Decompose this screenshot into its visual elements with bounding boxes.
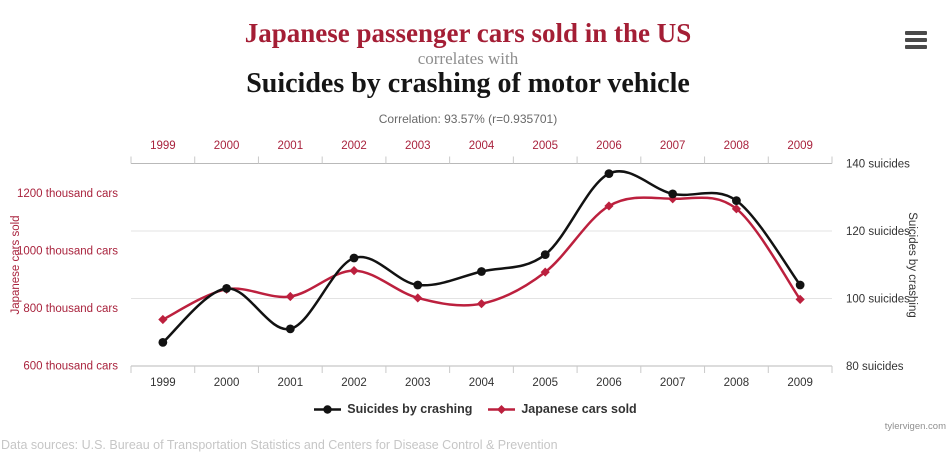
page-title-bottom: Suicides by crashing of motor vehicle (246, 68, 690, 99)
chart-legend: Suicides by crashing Japanese cars sold (0, 402, 951, 416)
svg-text:140 suicides: 140 suicides (846, 159, 910, 171)
chart-canvas: 1999 1999 2000 2000 2001 2001 2002 2002 2003 2003… (10, 140, 918, 389)
svg-text:800 thousand cars: 800 thousand cars (23, 303, 118, 315)
chart-header: Japanese passenger cars sold in the US c… (0, 0, 951, 126)
menu-bar (905, 38, 927, 42)
correlates-with-text: correlates with (417, 49, 519, 68)
legend-label-suicides: Suicides by crashing (347, 402, 473, 416)
menu-bar (905, 45, 927, 49)
svg-text:1200 thousand cars: 1200 thousand cars (17, 188, 118, 200)
legend-marker-circle-icon (314, 404, 342, 414)
svg-text:2007: 2007 (660, 140, 686, 152)
hamburger-menu-icon[interactable] (905, 31, 927, 49)
legend-item-cars: Japanese cars sold (488, 402, 637, 416)
svg-text:1999: 1999 (150, 140, 176, 152)
svg-text:1000 thousand cars: 1000 thousand cars (17, 246, 118, 258)
menu-bar (905, 31, 927, 35)
data-sources-note: Data sources: U.S. Bureau of Transportat… (1, 438, 558, 452)
correlation-stat: Correlation: 93.57% (r=0.935701) (378, 112, 558, 126)
svg-text:2003: 2003 (405, 377, 431, 389)
watermark-link[interactable]: tylervigen.com (884, 421, 946, 432)
svg-text:2006: 2006 (596, 140, 622, 152)
svg-text:100 suicides: 100 suicides (846, 294, 910, 306)
legend-label-cars: Japanese cars sold (521, 402, 637, 416)
svg-text:2000: 2000 (214, 377, 240, 389)
svg-text:Japanese cars sold: Japanese cars sold (10, 215, 22, 314)
svg-text:2001: 2001 (278, 377, 304, 389)
svg-text:Suicides by crashing: Suicides by crashing (906, 212, 918, 317)
svg-text:80 suicides: 80 suicides (846, 361, 904, 373)
svg-text:2007: 2007 (660, 377, 686, 389)
legend-item-suicides: Suicides by crashing (314, 402, 472, 416)
svg-text:2008: 2008 (724, 377, 750, 389)
svg-text:2002: 2002 (341, 377, 367, 389)
svg-text:2009: 2009 (787, 377, 813, 389)
svg-text:2009: 2009 (787, 140, 813, 152)
svg-text:1999: 1999 (150, 377, 176, 389)
svg-text:2005: 2005 (532, 377, 558, 389)
svg-text:2005: 2005 (532, 140, 558, 152)
svg-text:2003: 2003 (405, 140, 431, 152)
svg-text:2008: 2008 (724, 140, 750, 152)
svg-text:2002: 2002 (341, 140, 367, 152)
svg-text:2004: 2004 (469, 140, 495, 152)
svg-text:2000: 2000 (214, 140, 240, 152)
svg-text:120 suicides: 120 suicides (846, 226, 910, 238)
svg-text:600 thousand cars: 600 thousand cars (23, 361, 118, 373)
svg-text:2006: 2006 (596, 377, 622, 389)
page-title-top: Japanese passenger cars sold in the US (244, 18, 692, 48)
svg-text:2001: 2001 (278, 140, 304, 152)
legend-marker-diamond-icon (488, 404, 516, 414)
svg-text:2004: 2004 (469, 377, 495, 389)
